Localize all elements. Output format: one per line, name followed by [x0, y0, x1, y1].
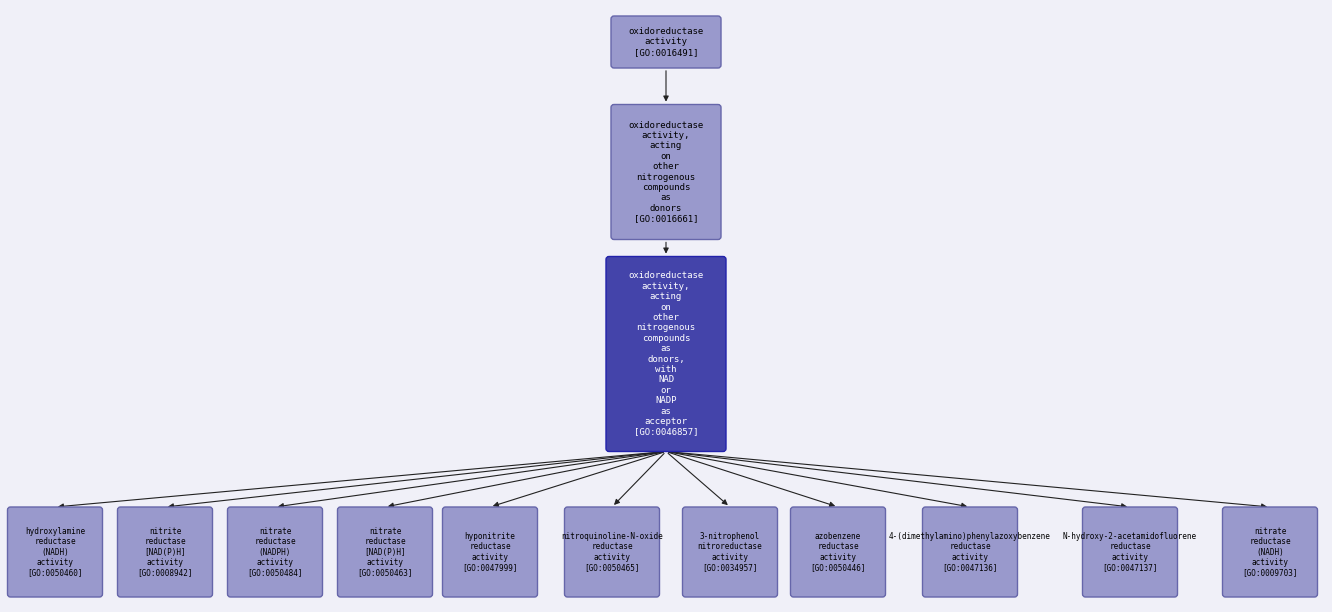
Text: oxidoreductase
activity
[GO:0016491]: oxidoreductase activity [GO:0016491] [629, 27, 703, 57]
Text: hyponitrite
reductase
activity
[GO:0047999]: hyponitrite reductase activity [GO:00479… [462, 532, 518, 572]
FancyBboxPatch shape [117, 507, 213, 597]
FancyBboxPatch shape [611, 105, 721, 239]
Text: nitrate
reductase
[NAD(P)H]
activity
[GO:0050463]: nitrate reductase [NAD(P)H] activity [GO… [357, 527, 413, 577]
FancyBboxPatch shape [790, 507, 886, 597]
Text: azobenzene
reductase
activity
[GO:0050446]: azobenzene reductase activity [GO:005044… [810, 532, 866, 572]
Text: oxidoreductase
activity,
acting
on
other
nitrogenous
compounds
as
donors
[GO:001: oxidoreductase activity, acting on other… [629, 121, 703, 223]
Text: N-hydroxy-2-acetamidofluorene
reductase
activity
[GO:0047137]: N-hydroxy-2-acetamidofluorene reductase … [1063, 532, 1197, 572]
FancyBboxPatch shape [606, 256, 726, 452]
Text: nitroquinoline-N-oxide
reductase
activity
[GO:0050465]: nitroquinoline-N-oxide reductase activit… [561, 532, 663, 572]
FancyBboxPatch shape [8, 507, 103, 597]
FancyBboxPatch shape [1223, 507, 1317, 597]
FancyBboxPatch shape [565, 507, 659, 597]
FancyBboxPatch shape [337, 507, 433, 597]
Text: oxidoreductase
activity,
acting
on
other
nitrogenous
compounds
as
donors,
with
N: oxidoreductase activity, acting on other… [629, 272, 703, 436]
Text: 4-(dimethylamino)phenylazoxybenzene
reductase
activity
[GO:0047136]: 4-(dimethylamino)phenylazoxybenzene redu… [888, 532, 1051, 572]
FancyBboxPatch shape [611, 16, 721, 68]
FancyBboxPatch shape [1083, 507, 1177, 597]
Text: nitrite
reductase
[NAD(P)H]
activity
[GO:0008942]: nitrite reductase [NAD(P)H] activity [GO… [137, 527, 193, 577]
Text: hydroxylamine
reductase
(NADH)
activity
[GO:0050460]: hydroxylamine reductase (NADH) activity … [25, 527, 85, 577]
FancyBboxPatch shape [923, 507, 1018, 597]
Text: 3-nitrophenol
nitroreductase
activity
[GO:0034957]: 3-nitrophenol nitroreductase activity [G… [698, 532, 762, 572]
FancyBboxPatch shape [682, 507, 778, 597]
FancyBboxPatch shape [442, 507, 538, 597]
FancyBboxPatch shape [228, 507, 322, 597]
Text: nitrate
reductase
(NADH)
activity
[GO:0009703]: nitrate reductase (NADH) activity [GO:00… [1243, 527, 1297, 577]
Text: nitrate
reductase
(NADPH)
activity
[GO:0050484]: nitrate reductase (NADPH) activity [GO:0… [248, 527, 302, 577]
